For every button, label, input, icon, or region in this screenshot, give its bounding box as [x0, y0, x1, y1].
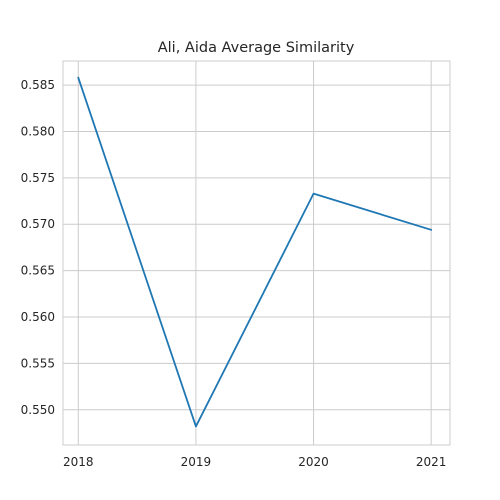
x-tick-label: 2020 [298, 455, 329, 469]
y-tick-label: 0.560 [21, 310, 55, 324]
series-layer [77, 76, 433, 428]
x-tick-label: 2021 [416, 455, 447, 469]
y-tick-label: 0.575 [21, 171, 55, 185]
x-tick-label: 2018 [63, 455, 94, 469]
plot-area-frame [62, 60, 451, 446]
y-tick-label: 0.555 [21, 356, 55, 370]
chart-title: Ali, Aida Average Similarity [158, 40, 355, 56]
y-tick-label: 0.570 [21, 217, 55, 231]
x-tick-label: 2019 [181, 455, 212, 469]
y-tick-label: 0.585 [21, 78, 55, 92]
grid-lines [63, 61, 450, 445]
x-axis-ticks: 2018 2019 2020 2021 [63, 455, 446, 469]
series-line [77, 76, 433, 428]
y-axis-ticks: 0.550 0.555 0.560 0.565 0.570 0.575 0.580 0.585 [21, 78, 55, 417]
y-tick-label: 0.580 [21, 124, 55, 138]
y-tick-label: 0.565 [21, 264, 55, 278]
y-tick-label: 0.550 [21, 403, 55, 417]
